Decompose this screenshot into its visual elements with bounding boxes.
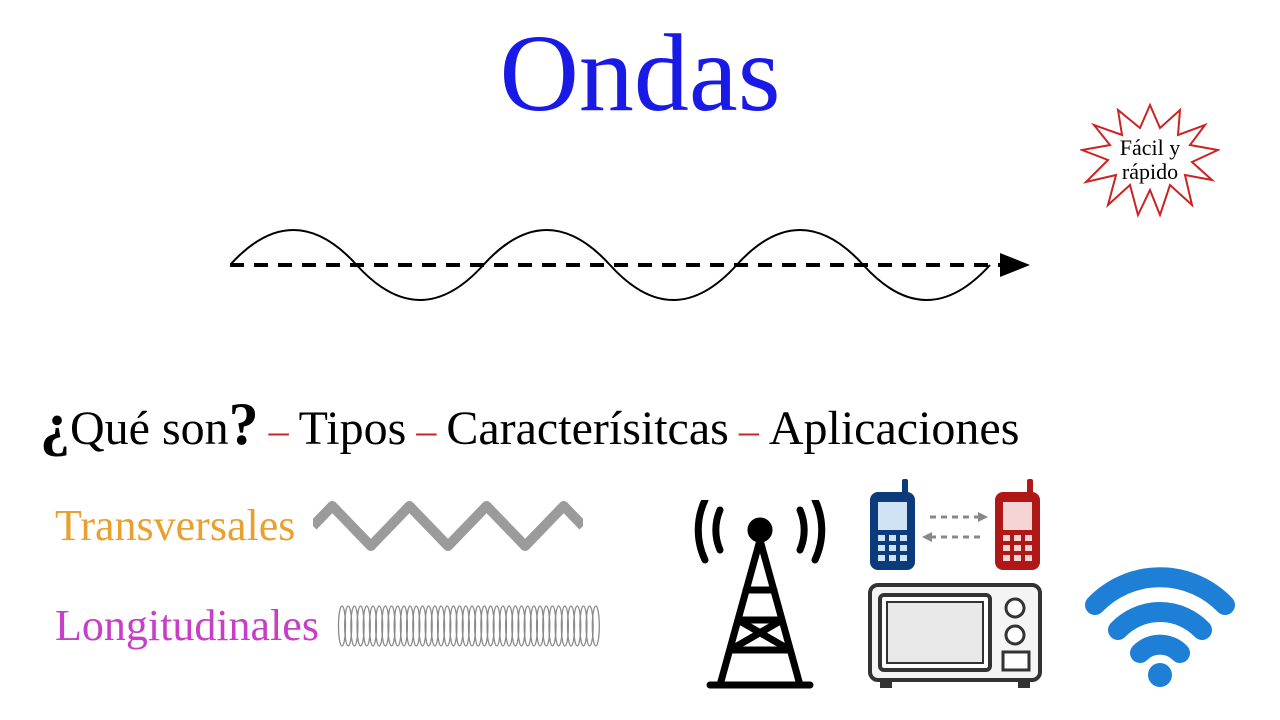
badge-starburst: Fácil y rápido bbox=[1080, 100, 1220, 220]
page-title: Ondas bbox=[499, 10, 780, 137]
label-longitudinales: Longitudinales bbox=[55, 600, 319, 651]
question-close: ? bbox=[229, 390, 259, 459]
title-text: Ondas bbox=[499, 12, 780, 134]
badge-text: Fácil y rápido bbox=[1120, 136, 1181, 184]
separator-1: – bbox=[269, 407, 289, 454]
label-transversales: Transversales bbox=[55, 500, 295, 551]
phones-microwave-block bbox=[860, 477, 1050, 690]
antenna-icon bbox=[690, 500, 830, 690]
question-text: Qué son bbox=[70, 401, 229, 456]
spring-transverse-icon bbox=[313, 501, 583, 551]
subtitle-tipos: Tipos bbox=[299, 401, 407, 456]
icons-row bbox=[690, 477, 1240, 690]
separator-3: – bbox=[739, 407, 759, 454]
spring-longitudinal-icon bbox=[337, 601, 607, 651]
microwave-icon bbox=[865, 580, 1045, 690]
badge-line2: rápido bbox=[1122, 159, 1178, 184]
subtitle-row: ¿ Qué son ? – Tipos – Caracterísitcas – … bbox=[40, 390, 1260, 459]
row-transversales: Transversales bbox=[55, 500, 583, 551]
wave-diagram bbox=[230, 175, 1030, 355]
row-longitudinales: Longitudinales bbox=[55, 600, 607, 651]
subtitle-aplicaciones: Aplicaciones bbox=[769, 401, 1020, 456]
question-open: ¿ bbox=[40, 390, 70, 459]
phones-icon bbox=[860, 477, 1050, 572]
separator-2: – bbox=[416, 407, 436, 454]
wifi-icon bbox=[1080, 550, 1240, 690]
subtitle-caracteristicas: Caracterísitcas bbox=[446, 401, 729, 456]
badge-line1: Fácil y bbox=[1120, 135, 1181, 160]
